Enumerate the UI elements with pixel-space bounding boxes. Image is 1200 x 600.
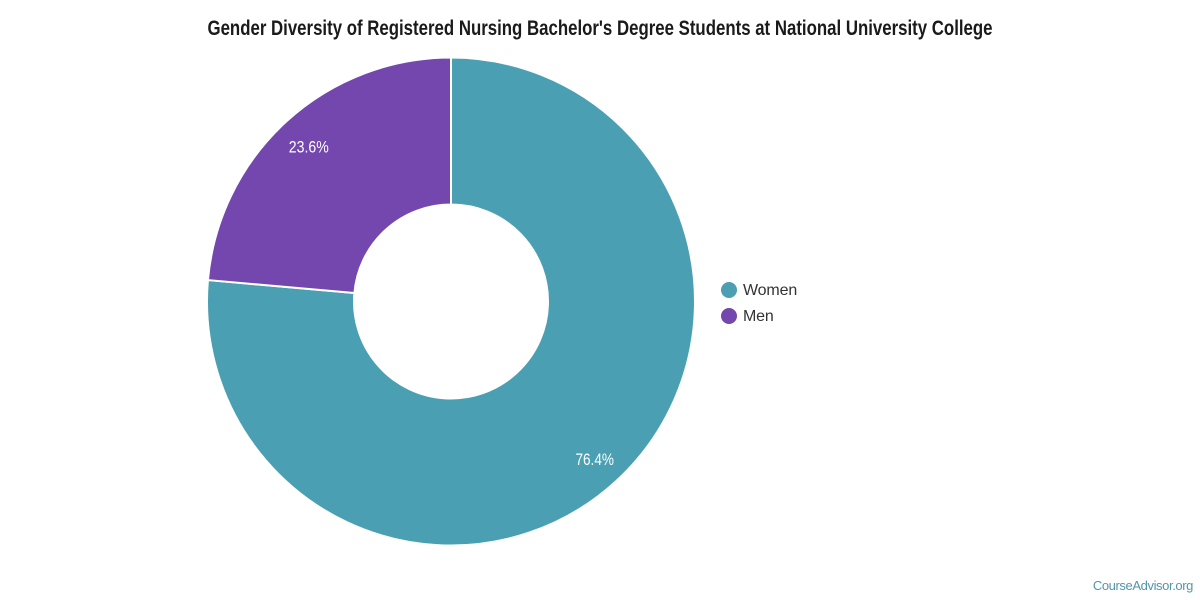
svg-text:23.6%: 23.6% bbox=[289, 138, 329, 157]
svg-text:Gender Diversity of Registered: Gender Diversity of Registered Nursing B… bbox=[208, 17, 993, 40]
svg-text:76.4%: 76.4% bbox=[575, 450, 614, 469]
